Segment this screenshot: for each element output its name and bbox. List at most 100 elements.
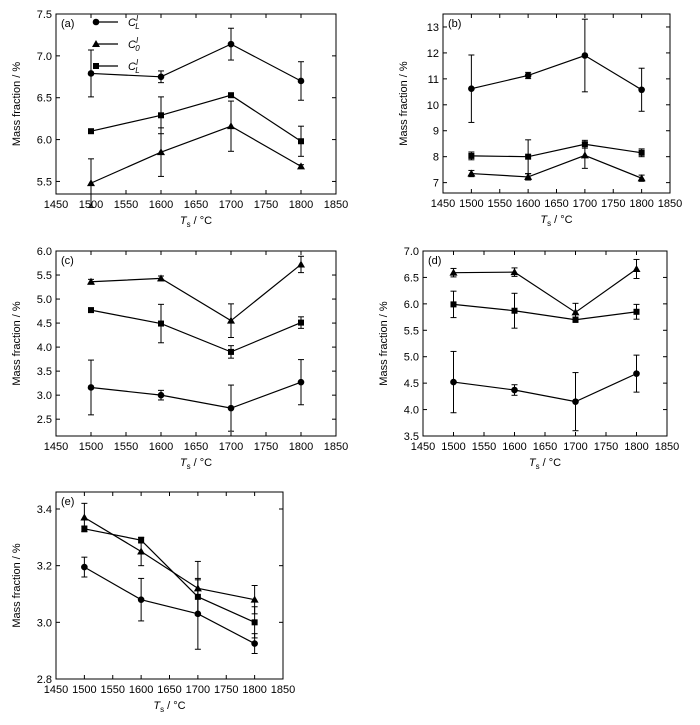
- data-point: [467, 169, 476, 177]
- x-tick-label: 1850: [271, 684, 295, 696]
- series-line: [471, 54, 642, 91]
- x-tick-label: 1750: [254, 199, 278, 211]
- series-line: [84, 528, 255, 623]
- data-point: [227, 40, 235, 48]
- x-tick-label: 1500: [72, 684, 96, 696]
- data-point: [87, 384, 95, 391]
- x-tick-label: 1750: [214, 684, 238, 696]
- data-point: [468, 85, 475, 93]
- legend: CI LCI 0CI L: [92, 14, 140, 75]
- panel-label: (e): [61, 496, 74, 508]
- series-line: [84, 566, 255, 645]
- x-axis-label: Ts / °C: [153, 700, 185, 714]
- y-tick-label: 10: [427, 100, 439, 112]
- series-square: [468, 139, 645, 175]
- series-line: [90, 125, 302, 184]
- data-point: [632, 264, 641, 272]
- y-tick-label: 5.5: [404, 325, 419, 337]
- data-point: [511, 386, 518, 394]
- legend-label-sub: L: [135, 66, 139, 75]
- data-point: [251, 640, 258, 647]
- x-axis-label-main: T: [540, 214, 548, 226]
- x-axis-label-main: T: [180, 457, 188, 469]
- x-tick-label: 1800: [242, 684, 266, 696]
- data-point: [80, 513, 89, 521]
- x-tick-label: 1800: [289, 199, 313, 211]
- data-point: [158, 112, 164, 119]
- x-tick-label: 1550: [114, 199, 138, 211]
- data-point: [581, 141, 588, 148]
- y-axis-label: Mass fraction / %: [378, 301, 390, 386]
- y-tick-label: 6.5: [37, 93, 52, 105]
- data-point: [572, 398, 579, 405]
- y-tick-label: 6.0: [37, 135, 52, 147]
- panel-label: (c): [61, 255, 74, 267]
- y-axis-label: Mass fraction / %: [11, 62, 23, 147]
- x-tick-label: 1750: [254, 441, 278, 453]
- x-tick-label: 1600: [149, 199, 173, 211]
- data-point: [157, 73, 165, 81]
- data-point: [297, 77, 305, 85]
- plot-frame: [422, 250, 668, 437]
- plot-frame: [55, 250, 337, 437]
- y-tick-label: 11: [428, 74, 439, 86]
- data-point: [81, 563, 88, 571]
- y-tick-label: 13: [427, 22, 439, 34]
- x-tick-label: 1450: [44, 441, 68, 453]
- series-triangle: [80, 502, 259, 616]
- x-tick-label: 1450: [44, 199, 68, 211]
- data-point: [468, 152, 475, 159]
- series-circle: [87, 359, 305, 432]
- data-point: [227, 122, 235, 130]
- data-point: [524, 172, 533, 180]
- x-tick-label: 1600: [516, 198, 540, 210]
- x-tick-label: 1500: [441, 441, 465, 453]
- x-axis-label-unit: / °C: [164, 700, 186, 712]
- y-tick-label: 3.0: [37, 617, 52, 629]
- x-tick-label: 1550: [114, 441, 138, 453]
- series-line: [471, 154, 642, 179]
- y-tick-label: 5.0: [404, 352, 419, 364]
- x-axis-label-sub: s: [187, 220, 191, 229]
- x-tick-label: 1850: [324, 199, 348, 211]
- plot-frame: [55, 13, 337, 195]
- series-triangle: [449, 258, 641, 322]
- chart-panel-d: 1450 1500 1550 1600 1650 1700 1750 1800 1850 3.5 4…: [378, 246, 679, 471]
- legend-label: CI 0: [128, 36, 140, 53]
- x-tick-label: 1650: [544, 198, 568, 210]
- data-point: [157, 148, 165, 156]
- legend-label-sub: L: [135, 22, 139, 31]
- data-point: [638, 86, 645, 94]
- legend-label-sub: 0: [135, 44, 140, 53]
- chart-panel-a: 1450 1500 1550 1600 1650 1700 1750 1800 18505.56…: [11, 9, 348, 229]
- y-tick-label: 5.5: [37, 176, 52, 188]
- y-tick-label: 3.0: [37, 390, 52, 402]
- series-line: [90, 263, 302, 322]
- x-tick-label: 1850: [324, 441, 348, 453]
- y-tick-label: 6.5: [404, 272, 419, 284]
- data-point: [525, 153, 532, 160]
- data-point: [450, 301, 457, 308]
- data-point: [633, 308, 640, 315]
- legend-marker: [92, 40, 100, 47]
- data-point: [298, 319, 304, 326]
- y-axis-label: Mass fraction / %: [11, 301, 23, 386]
- y-tick-label: 7.5: [37, 9, 52, 21]
- x-tick-label: 1500: [79, 441, 103, 453]
- legend-marker: [92, 18, 100, 26]
- y-tick-label: 4.0: [37, 342, 52, 354]
- x-axis-label-unit: / °C: [191, 215, 213, 227]
- x-axis-label-unit: / °C: [191, 457, 213, 469]
- x-tick-label: 1550: [101, 684, 125, 696]
- x-tick-label: 1650: [184, 441, 208, 453]
- data-point: [297, 162, 305, 170]
- data-point: [450, 378, 457, 386]
- chart-panel-c: 1450 1500 1550 1600 1650 1700 1750 1800 1850 2.5 3…: [11, 246, 348, 471]
- data-point: [510, 268, 519, 276]
- x-tick-label: 1450: [411, 441, 435, 453]
- x-tick-label: 1700: [219, 199, 243, 211]
- x-tick-label: 1600: [129, 684, 153, 696]
- y-tick-label: 3.2: [37, 561, 52, 573]
- data-point: [227, 316, 235, 324]
- series-triangle: [87, 255, 305, 338]
